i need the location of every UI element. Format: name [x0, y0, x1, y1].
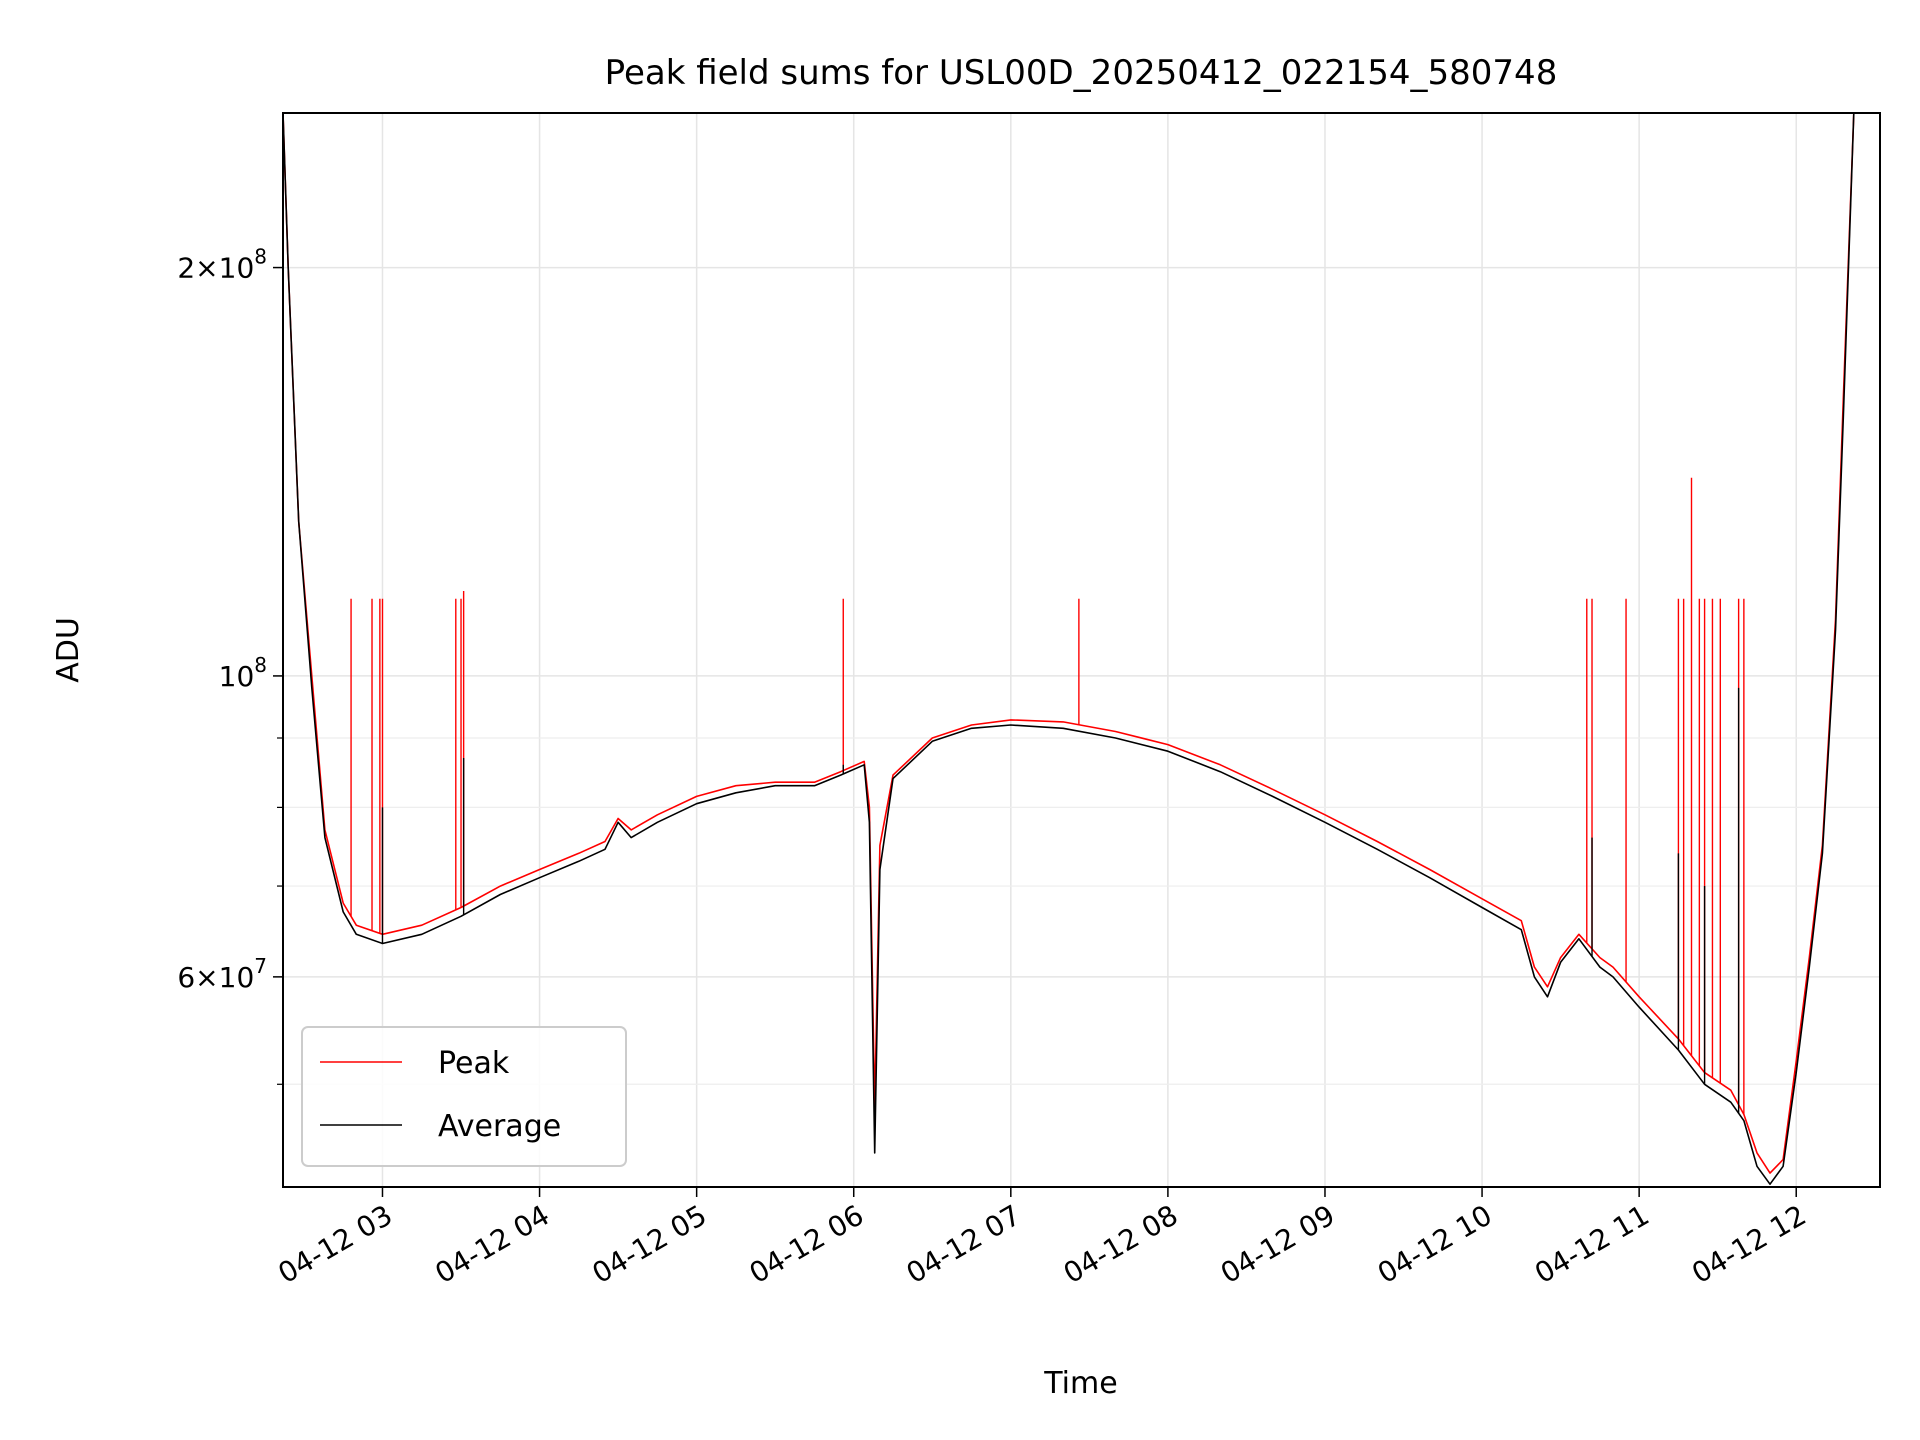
series-line-average — [283, 113, 1855, 1185]
series-line-peak — [283, 113, 1855, 1174]
y-tick-base: 6×10 — [177, 961, 254, 994]
legend-label-peak: Peak — [438, 1046, 510, 1081]
y-axis-label: ADU — [51, 617, 86, 683]
legend-label-average: Average — [438, 1109, 561, 1144]
y-tick-label: 108 — [219, 653, 267, 693]
legend: Peak Average — [301, 1026, 627, 1167]
y-tick-base: 10 — [219, 660, 255, 693]
y-tick-label: 2×108 — [177, 245, 267, 285]
y-tick-label: 6×107 — [177, 954, 267, 994]
x-axis-label: Time — [1043, 1366, 1117, 1401]
y-tick-exponent: 8 — [254, 653, 267, 677]
y-tick-exponent: 7 — [254, 954, 267, 978]
plot-frame — [282, 112, 1881, 1188]
series-group — [283, 113, 1855, 1185]
chart-title: Peak field sums for USL00D_20250412_0221… — [605, 53, 1558, 93]
y-tick-base: 2×10 — [177, 252, 254, 285]
y-tick-exponent: 8 — [254, 245, 267, 269]
